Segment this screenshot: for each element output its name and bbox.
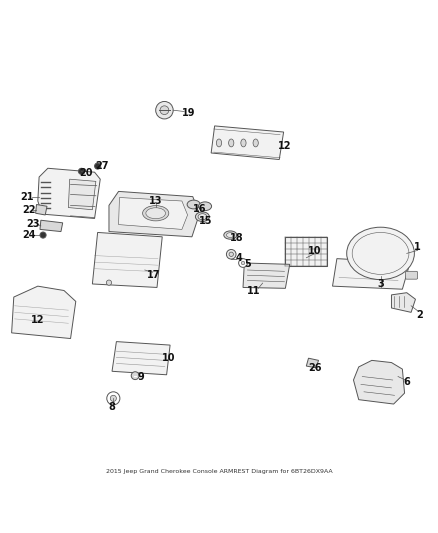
Text: 11: 11	[247, 286, 261, 295]
Circle shape	[229, 252, 233, 256]
Ellipse shape	[198, 202, 212, 211]
Ellipse shape	[226, 233, 234, 238]
Text: 24: 24	[22, 230, 36, 240]
Polygon shape	[306, 358, 318, 368]
Circle shape	[131, 372, 139, 379]
Text: 9: 9	[137, 372, 144, 382]
Polygon shape	[112, 342, 170, 375]
Ellipse shape	[195, 212, 209, 222]
Text: 1: 1	[414, 242, 421, 252]
Text: 20: 20	[79, 168, 92, 177]
Polygon shape	[12, 286, 76, 338]
FancyBboxPatch shape	[406, 271, 418, 279]
Text: 26: 26	[308, 363, 322, 373]
Polygon shape	[38, 168, 100, 219]
Circle shape	[110, 395, 117, 401]
Text: 10: 10	[308, 246, 322, 256]
Circle shape	[107, 392, 120, 405]
Text: 18: 18	[230, 233, 243, 243]
Ellipse shape	[146, 208, 166, 219]
Text: 17: 17	[147, 270, 160, 280]
Text: 22: 22	[22, 205, 36, 215]
Ellipse shape	[216, 139, 222, 147]
Ellipse shape	[187, 200, 200, 209]
Polygon shape	[353, 360, 405, 404]
Ellipse shape	[229, 139, 234, 147]
Text: 3: 3	[377, 279, 384, 289]
Polygon shape	[211, 126, 284, 159]
Circle shape	[106, 280, 112, 285]
Polygon shape	[119, 198, 187, 229]
Ellipse shape	[198, 214, 207, 220]
Text: 13: 13	[149, 196, 162, 206]
Text: 12: 12	[278, 141, 291, 151]
Circle shape	[241, 261, 245, 265]
Circle shape	[78, 168, 85, 174]
Polygon shape	[109, 191, 199, 237]
Ellipse shape	[241, 139, 246, 147]
Circle shape	[40, 232, 46, 238]
Text: 23: 23	[27, 219, 40, 229]
Polygon shape	[40, 220, 63, 231]
Text: 27: 27	[95, 161, 109, 171]
Polygon shape	[332, 259, 409, 289]
Text: 19: 19	[182, 108, 195, 118]
Circle shape	[155, 101, 173, 119]
Polygon shape	[392, 293, 416, 312]
Polygon shape	[35, 205, 47, 215]
Text: 15: 15	[199, 216, 213, 225]
Text: 4: 4	[235, 253, 242, 263]
Circle shape	[160, 106, 169, 115]
Ellipse shape	[253, 139, 258, 147]
Text: 21: 21	[20, 192, 34, 201]
Polygon shape	[92, 232, 162, 287]
Circle shape	[226, 249, 236, 259]
Ellipse shape	[347, 227, 414, 280]
Text: 6: 6	[403, 377, 410, 387]
Ellipse shape	[224, 231, 237, 239]
Ellipse shape	[143, 206, 169, 221]
Text: 10: 10	[162, 353, 176, 363]
Circle shape	[239, 259, 247, 268]
Text: 5: 5	[244, 260, 251, 269]
Text: 2015 Jeep Grand Cherokee Console ARMREST Diagram for 6BT26DX9AA: 2015 Jeep Grand Cherokee Console ARMREST…	[106, 469, 332, 474]
Text: 8: 8	[109, 402, 116, 412]
Text: 2: 2	[417, 310, 423, 319]
Circle shape	[95, 163, 101, 169]
Polygon shape	[243, 263, 290, 288]
Text: 12: 12	[31, 315, 45, 325]
FancyBboxPatch shape	[286, 237, 327, 265]
Polygon shape	[68, 179, 96, 210]
Text: 16: 16	[193, 204, 206, 214]
